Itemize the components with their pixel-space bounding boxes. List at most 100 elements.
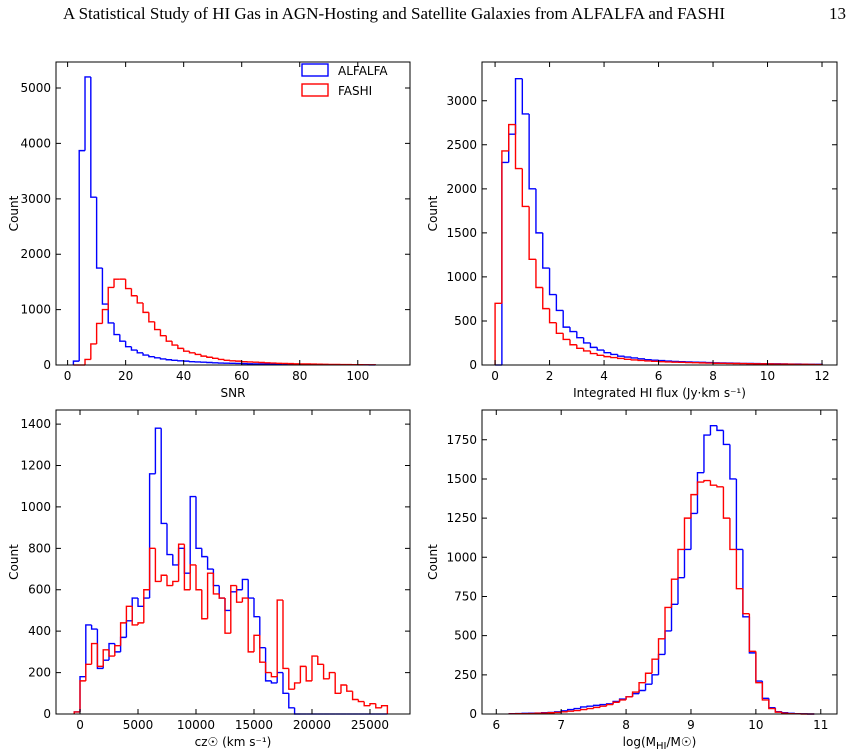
histogram-step: [317, 656, 324, 665]
histogram-step: [230, 584, 237, 634]
histogram-step: [703, 434, 711, 473]
histogram-step: [501, 150, 509, 304]
histogram-step: [781, 712, 789, 714]
histogram-step: [657, 653, 666, 675]
y-tick-label: 800: [28, 541, 51, 555]
y-tick-label: 200: [28, 666, 51, 680]
histogram-step: [247, 598, 254, 653]
histogram-step: [142, 352, 149, 356]
histogram-step: [130, 346, 138, 351]
histogram-step: [159, 329, 167, 337]
histogram-step: [709, 424, 717, 436]
x-tick-label: 6: [655, 369, 663, 383]
histogram-step: [774, 707, 782, 713]
histogram-step: [247, 579, 254, 599]
histogram-step: [616, 357, 625, 360]
histogram-step: [311, 655, 318, 681]
histogram-step: [223, 359, 231, 361]
histogram-step: [293, 707, 301, 715]
histogram-step: [282, 600, 289, 670]
histogram-step: [742, 549, 750, 618]
y-tick-label: 1500: [446, 472, 477, 486]
page-number: 13: [829, 4, 846, 23]
histogram-step: [96, 629, 104, 670]
x-tick-label: 2: [546, 369, 554, 383]
histogram-step: [299, 665, 307, 683]
histogram-step: [729, 444, 737, 480]
y-tick-label: 3000: [20, 192, 51, 206]
x-tick-label: 40: [176, 369, 191, 383]
x-tick-label: 60: [234, 369, 249, 383]
histogram-step: [90, 624, 98, 630]
y-tick-label: 4000: [20, 136, 51, 150]
histogram-step: [589, 350, 598, 355]
histogram-step: [212, 573, 220, 595]
histogram-step: [177, 360, 184, 362]
histogram-step: [177, 543, 185, 582]
histogram-step: [579, 706, 588, 709]
histogram-step: [188, 360, 196, 363]
histogram-step: [637, 357, 645, 360]
y-tick-label: 2500: [446, 138, 477, 152]
histogram-step: [119, 622, 127, 646]
histogram-step: [224, 598, 231, 612]
histogram-step: [177, 547, 185, 565]
histogram-step: [677, 576, 685, 605]
histogram-step: [143, 589, 150, 623]
histogram-step: [305, 666, 312, 682]
histogram-step: [535, 188, 543, 234]
histogram-step: [616, 354, 625, 357]
histogram-step: [264, 662, 272, 674]
histogram-step: [357, 699, 365, 703]
histogram-step: [625, 696, 633, 700]
histogram-step: [742, 588, 750, 615]
histogram-step: [90, 76, 97, 198]
histogram-step: [542, 287, 550, 310]
histogram-step: [351, 691, 359, 701]
histogram-step: [253, 634, 260, 652]
x-tick-label: 10: [760, 369, 775, 383]
histogram-step: [586, 707, 594, 710]
legend-swatch: [301, 83, 329, 97]
histogram-step: [229, 360, 236, 362]
histogram-step: [131, 606, 139, 626]
histogram-step: [528, 206, 536, 261]
y-axis-label: Count: [7, 195, 21, 231]
x-tick-label: 10000: [177, 718, 215, 732]
histogram-step: [206, 356, 213, 358]
histogram-step: [73, 711, 81, 714]
histogram-step: [501, 161, 509, 365]
histogram-step: [131, 597, 139, 621]
histogram-step: [579, 708, 588, 711]
histogram-step: [528, 113, 536, 190]
histogram-step: [716, 425, 724, 432]
y-tick-label: 750: [454, 589, 477, 603]
histogram-step: [573, 707, 581, 710]
y-tick-label: 1000: [446, 550, 477, 564]
histogram-step: [102, 659, 110, 669]
histogram-step: [592, 704, 601, 707]
histogram-step: [113, 278, 120, 288]
histogram-step: [130, 288, 138, 297]
y-tick-label: 1400: [20, 417, 51, 431]
histogram-step: [125, 620, 133, 638]
y-tick-label: 1000: [20, 500, 51, 514]
histogram-step: [729, 518, 737, 551]
histogram-step: [603, 355, 611, 358]
histogram-step: [119, 636, 127, 652]
histogram-step: [154, 548, 162, 583]
y-tick-label: 0: [469, 358, 477, 372]
x-tick-label: 5000: [123, 718, 154, 732]
histogram-step: [172, 554, 179, 566]
histogram-step: [212, 569, 220, 587]
histogram-step: [576, 344, 584, 349]
histogram-step: [677, 548, 685, 580]
histogram-step: [189, 495, 196, 574]
histogram-step: [508, 123, 516, 151]
histogram-step: [124, 341, 132, 348]
histogram-step: [630, 359, 639, 361]
histogram-step: [195, 564, 202, 591]
histogram-step: [582, 348, 591, 352]
y-tick-label: 1000: [20, 303, 51, 317]
